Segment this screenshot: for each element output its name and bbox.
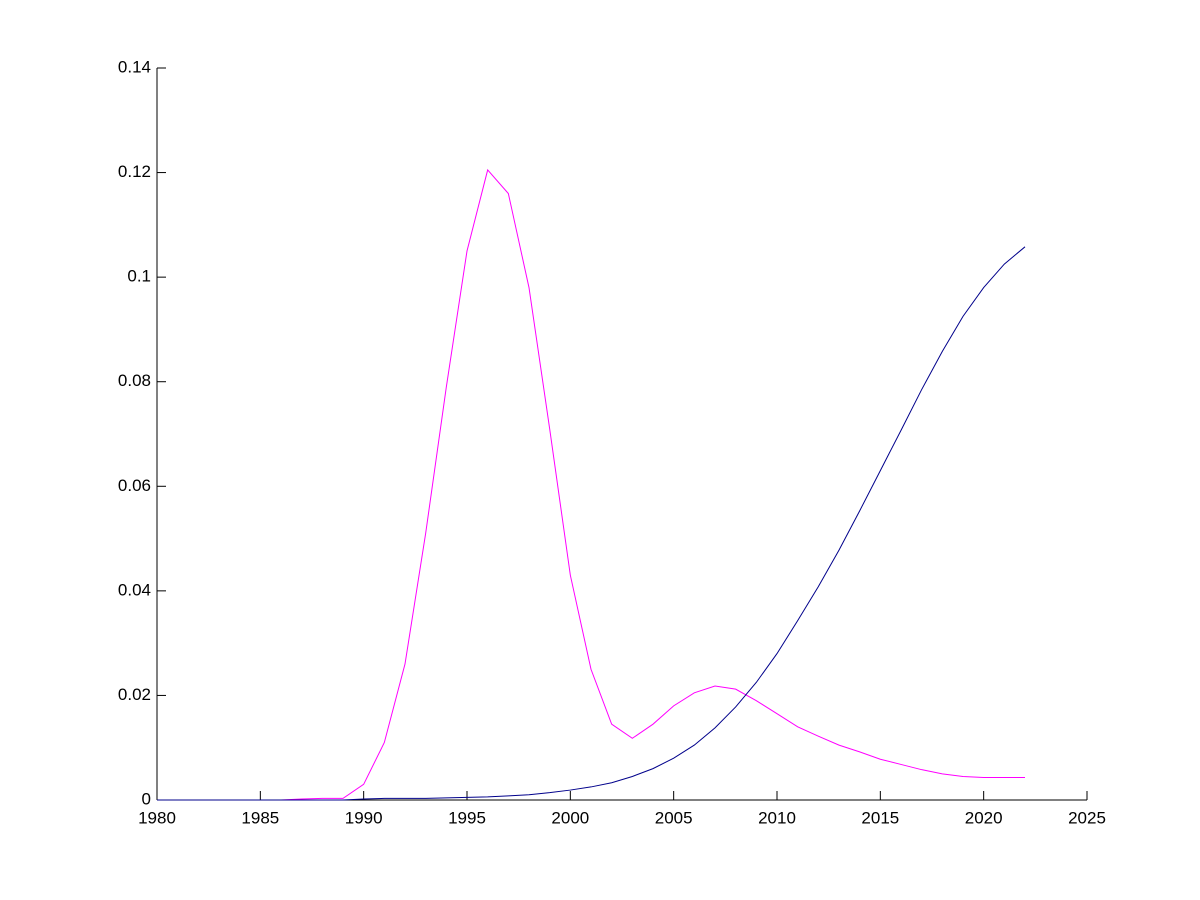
series-line <box>157 246 1026 801</box>
y-tick-label: 0.14 <box>118 57 151 76</box>
y-tick-label: 0 <box>142 789 151 808</box>
x-tick-label: 2020 <box>965 808 1003 827</box>
y-tick-label: 0.1 <box>127 267 151 286</box>
y-tick-label: 0.12 <box>118 162 151 181</box>
x-tick-label: 1980 <box>138 808 176 827</box>
x-tick-label: 2010 <box>758 808 796 827</box>
x-tick-label: 2025 <box>1068 808 1106 827</box>
y-tick-label: 0.08 <box>118 371 151 390</box>
y-tick-label: 0.06 <box>118 476 151 495</box>
y-tick-label: 0.04 <box>118 580 151 599</box>
y-tick-label: 0.02 <box>118 685 151 704</box>
x-tick-label: 2000 <box>551 808 589 827</box>
series-line <box>157 168 1025 801</box>
x-tick-label: 1985 <box>241 808 279 827</box>
x-tick-label: 2005 <box>655 808 693 827</box>
x-tick-label: 2015 <box>861 808 899 827</box>
x-tick-label: 1990 <box>345 808 383 827</box>
x-tick-label: 1995 <box>448 808 486 827</box>
